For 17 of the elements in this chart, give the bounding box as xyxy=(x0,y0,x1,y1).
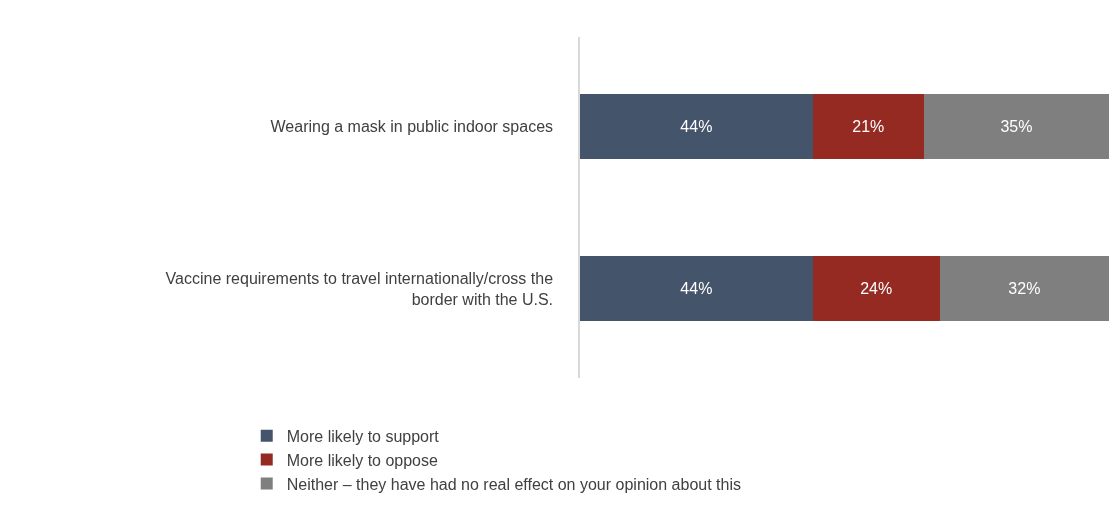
bar xyxy=(580,256,813,322)
bar xyxy=(812,256,940,322)
y-tick-label: Wearing a mask in public indoor spaces xyxy=(270,117,554,135)
bar xyxy=(923,93,1109,159)
legend-label: Neither – they have had no real effect on your opinion about this xyxy=(286,475,741,493)
data-label: 21% xyxy=(852,117,885,135)
data-label: 44% xyxy=(680,280,713,298)
data-label: 44% xyxy=(680,117,713,135)
y-tick-label: Vaccine requirements to travel internationally/cross the border with the U.S. xyxy=(165,269,554,308)
legend-label: More likely to oppose xyxy=(286,451,439,469)
data-label: 32% xyxy=(1008,280,1041,298)
legend-label: More likely to support xyxy=(286,428,440,446)
data-label: 35% xyxy=(1000,117,1033,135)
bar xyxy=(812,93,924,159)
bar xyxy=(580,93,813,159)
data-label: 24% xyxy=(860,280,893,298)
bar xyxy=(939,256,1109,322)
